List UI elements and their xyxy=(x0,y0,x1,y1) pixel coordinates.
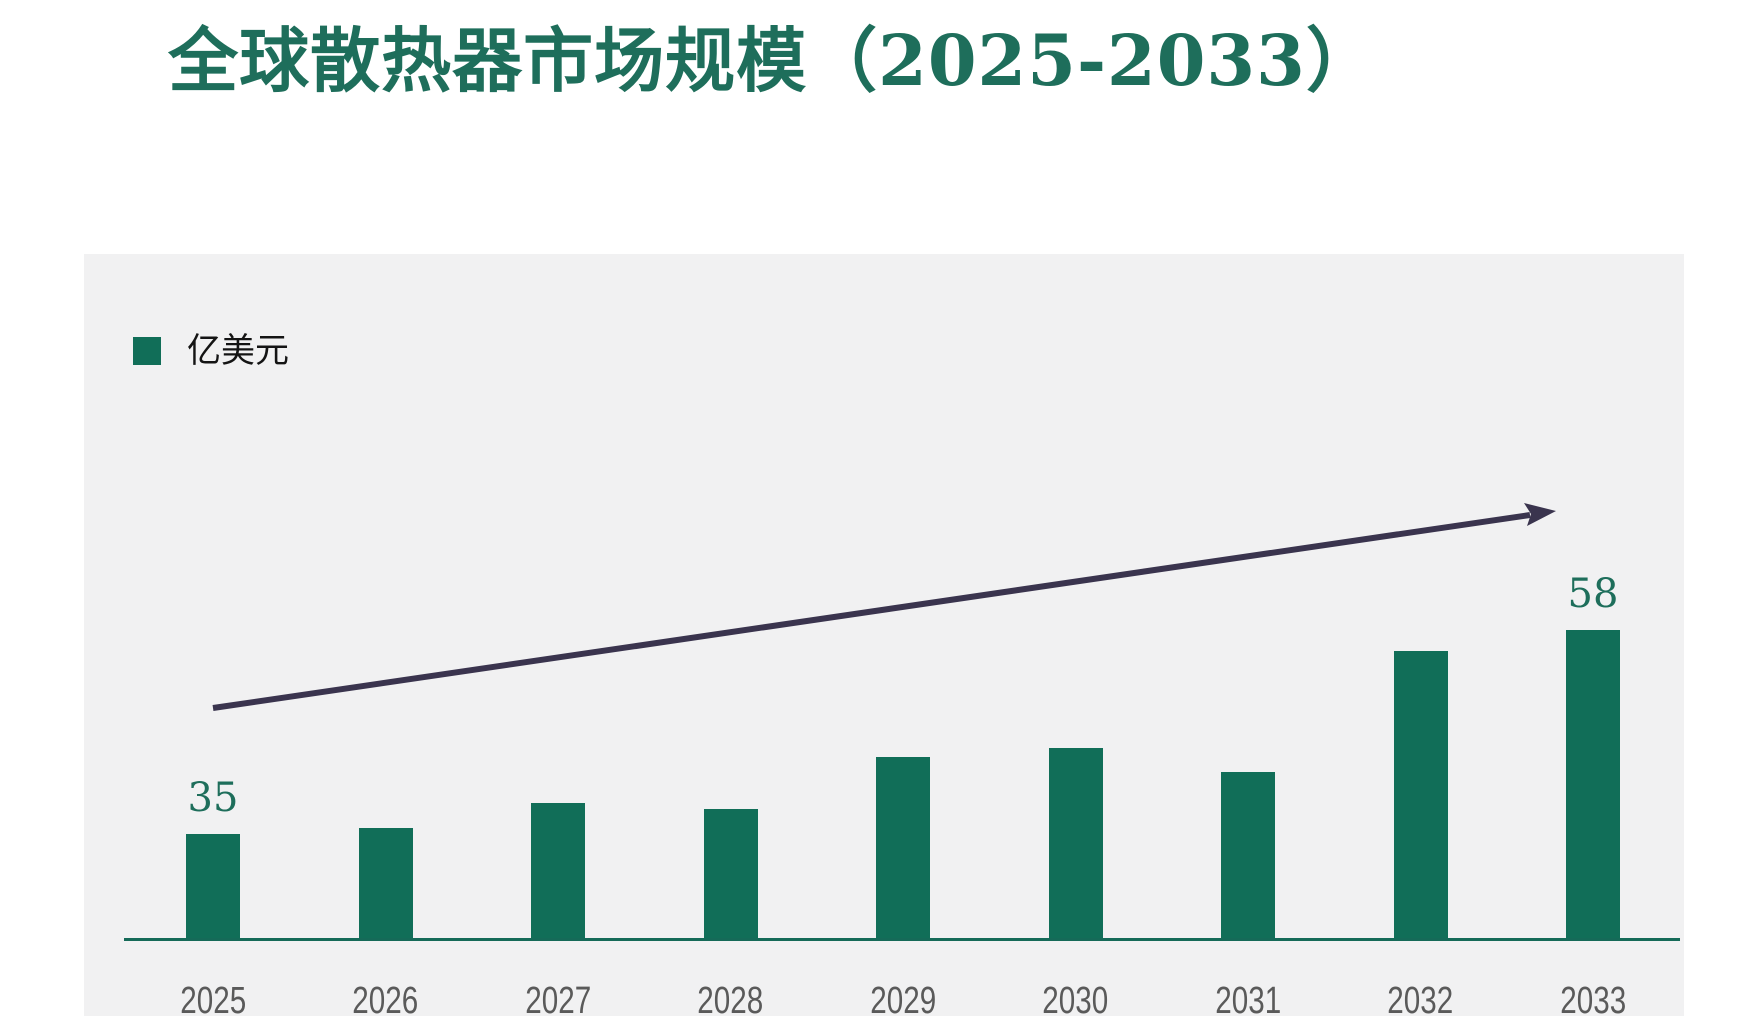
bar-value-label-2033: 58 xyxy=(1567,571,1619,617)
legend-swatch-icon xyxy=(133,337,161,365)
x-axis-labels: 2025 2026 2027 2028 2029 2030 2031 2032 2033 xyxy=(180,980,1626,1020)
bar-2029 xyxy=(876,757,930,939)
x-tick-label-2026: 2026 xyxy=(352,980,419,1020)
bar-2031 xyxy=(1221,772,1275,939)
x-tick-label-2028: 2028 xyxy=(697,980,764,1020)
x-tick-label-2030: 2030 xyxy=(1042,980,1109,1020)
chart-title: 全球散热器市场规模（2025-2033） xyxy=(168,19,1377,102)
bars-container: 35 58 xyxy=(186,574,1620,939)
legend-label: 亿美元 xyxy=(187,331,289,371)
x-axis-line xyxy=(124,938,1680,941)
x-tick-label-2029: 2029 xyxy=(870,980,936,1020)
legend: 亿美元 xyxy=(133,334,289,368)
bar-2025: 35 xyxy=(186,778,240,939)
x-tick-label-2027: 2027 xyxy=(525,980,591,1020)
bar-2027 xyxy=(531,803,585,939)
x-tick-label-2025: 2025 xyxy=(180,980,246,1020)
bar-2032 xyxy=(1393,651,1448,939)
bar-2033: 58 xyxy=(1566,574,1620,939)
x-tick-label-2033: 2033 xyxy=(1560,980,1626,1020)
x-tick-label-2031: 2031 xyxy=(1215,980,1281,1020)
bar-value-label-2025: 35 xyxy=(187,775,239,821)
x-tick-label-2032: 2032 xyxy=(1387,980,1454,1020)
bar-2026 xyxy=(358,828,413,939)
bar-2028 xyxy=(703,809,758,939)
bar-2030 xyxy=(1048,748,1103,939)
